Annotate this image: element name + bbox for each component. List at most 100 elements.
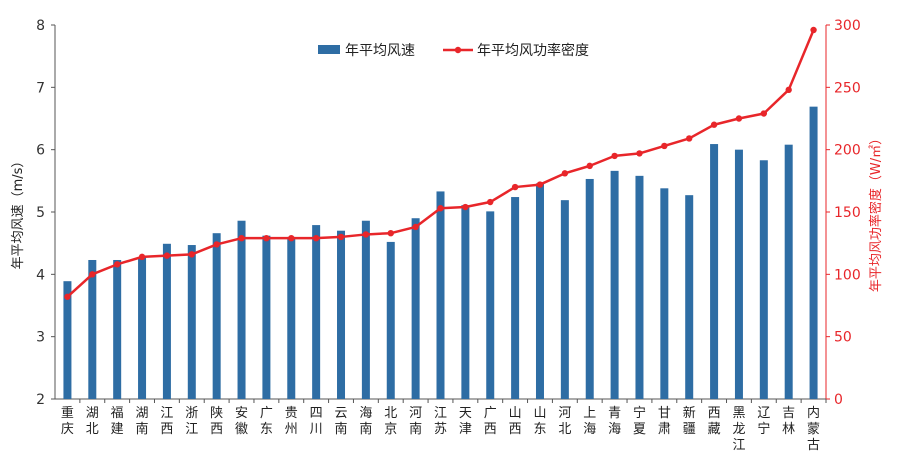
bar xyxy=(113,259,122,399)
x-tick-label: 陕西 xyxy=(210,406,223,437)
y-right-tick-label: 150 xyxy=(834,205,861,221)
bar xyxy=(486,211,495,399)
line-point xyxy=(760,110,768,117)
line-point xyxy=(138,253,146,261)
y-left-tick-label: 6 xyxy=(36,143,45,159)
line-point xyxy=(238,234,245,242)
line-point xyxy=(785,86,792,94)
x-tick-label: 新疆 xyxy=(683,405,696,437)
line-point xyxy=(611,152,618,160)
line-point xyxy=(188,251,195,258)
y-right-tick-label: 50 xyxy=(834,330,852,346)
y-right-axis-title: 年平均风功率密度（W/㎡） xyxy=(868,132,884,292)
bar xyxy=(635,175,644,399)
line-point xyxy=(64,293,71,300)
y-left-tick-label: 2 xyxy=(36,392,45,408)
bar-series xyxy=(63,106,818,399)
line-point xyxy=(312,234,320,242)
bar xyxy=(162,243,171,399)
bar xyxy=(312,225,321,399)
x-tick-label: 云南 xyxy=(335,406,348,437)
bar xyxy=(88,259,97,399)
line-point xyxy=(636,150,643,157)
x-tick-label: 山西 xyxy=(509,406,522,437)
bar xyxy=(262,235,271,399)
x-tick-label: 湖南 xyxy=(136,406,149,437)
line-point xyxy=(536,181,544,188)
bar xyxy=(511,197,520,399)
bar xyxy=(212,233,221,399)
x-tick-label: 河南 xyxy=(409,406,422,437)
bar xyxy=(386,241,395,399)
bar xyxy=(287,236,296,399)
line-point xyxy=(735,115,743,122)
line-point xyxy=(113,261,121,268)
x-tick-label: 江西 xyxy=(160,406,173,437)
bar xyxy=(685,195,694,399)
line-point xyxy=(337,233,345,241)
line-point xyxy=(462,203,469,211)
y-right-tick-label: 0 xyxy=(834,392,843,408)
x-tick-label: 天津 xyxy=(459,406,472,437)
x-tick-label: 吉林 xyxy=(782,406,795,437)
line-point xyxy=(586,162,593,170)
legend-line-label: 年平均风功率密度 xyxy=(477,42,589,59)
bar xyxy=(710,144,719,399)
line-point xyxy=(412,223,419,231)
bar xyxy=(759,160,768,399)
x-tick-label: 广西 xyxy=(484,406,497,437)
x-tick-label: 海南 xyxy=(359,406,372,437)
y-right-tick-label: 100 xyxy=(834,267,861,283)
y-right-tick-label: 250 xyxy=(834,80,861,96)
legend-line-marker xyxy=(454,46,462,54)
line-point xyxy=(387,229,394,237)
x-tick-label: 西藏 xyxy=(708,406,721,437)
bar xyxy=(585,178,594,399)
x-tick-label: 江苏 xyxy=(434,406,447,437)
x-tick-label: 四川 xyxy=(310,406,323,437)
y-right-tick-label: 300 xyxy=(834,18,861,34)
x-tick-label: 重庆 xyxy=(61,405,74,437)
y-right-tick-label: 200 xyxy=(834,143,861,159)
bar xyxy=(461,205,470,399)
x-tick-label: 辽宁 xyxy=(757,406,770,437)
line-series xyxy=(64,26,817,300)
bar xyxy=(610,170,619,399)
line-point xyxy=(213,241,220,248)
line-point xyxy=(89,271,96,278)
x-tick-label: 浙江 xyxy=(185,406,198,437)
x-tick-label: 贵州 xyxy=(285,406,298,437)
line-point xyxy=(263,234,270,242)
bar xyxy=(63,281,72,399)
bar xyxy=(535,183,544,399)
line-point xyxy=(561,170,569,177)
legend: 年平均风速 年平均风功率密度 xyxy=(318,42,589,59)
bar xyxy=(809,106,818,399)
x-tick-label: 上海 xyxy=(583,406,596,437)
line-point xyxy=(437,205,444,212)
x-tick-label: 青海 xyxy=(608,406,621,437)
line-point xyxy=(661,142,668,150)
bar xyxy=(411,218,420,399)
line-point xyxy=(487,198,494,206)
legend-bar-label: 年平均风速 xyxy=(345,43,415,59)
axes: 2 3 4 5 6 7 8 0 50 100 150 200 250 300 年平均风速（m/s） 年平均风功… xyxy=(11,18,884,453)
bar xyxy=(734,149,743,399)
line-point xyxy=(362,231,370,238)
bar xyxy=(436,191,445,399)
x-tick-label: 河北 xyxy=(558,406,571,437)
y-left-tick-label: 8 xyxy=(36,18,45,34)
y-left-tick-label: 7 xyxy=(36,80,45,96)
bar xyxy=(138,257,147,399)
bar xyxy=(337,230,346,399)
x-tick-label: 安徽 xyxy=(235,406,248,437)
x-tick-label: 福建 xyxy=(111,406,124,437)
line-point xyxy=(686,135,693,142)
x-tick-label: 山东 xyxy=(533,406,546,437)
x-tick-label: 广东 xyxy=(260,406,273,437)
bar xyxy=(187,245,196,399)
x-tick-label: 内蒙古 xyxy=(807,405,820,453)
line-point xyxy=(288,234,295,242)
bar xyxy=(237,220,246,399)
